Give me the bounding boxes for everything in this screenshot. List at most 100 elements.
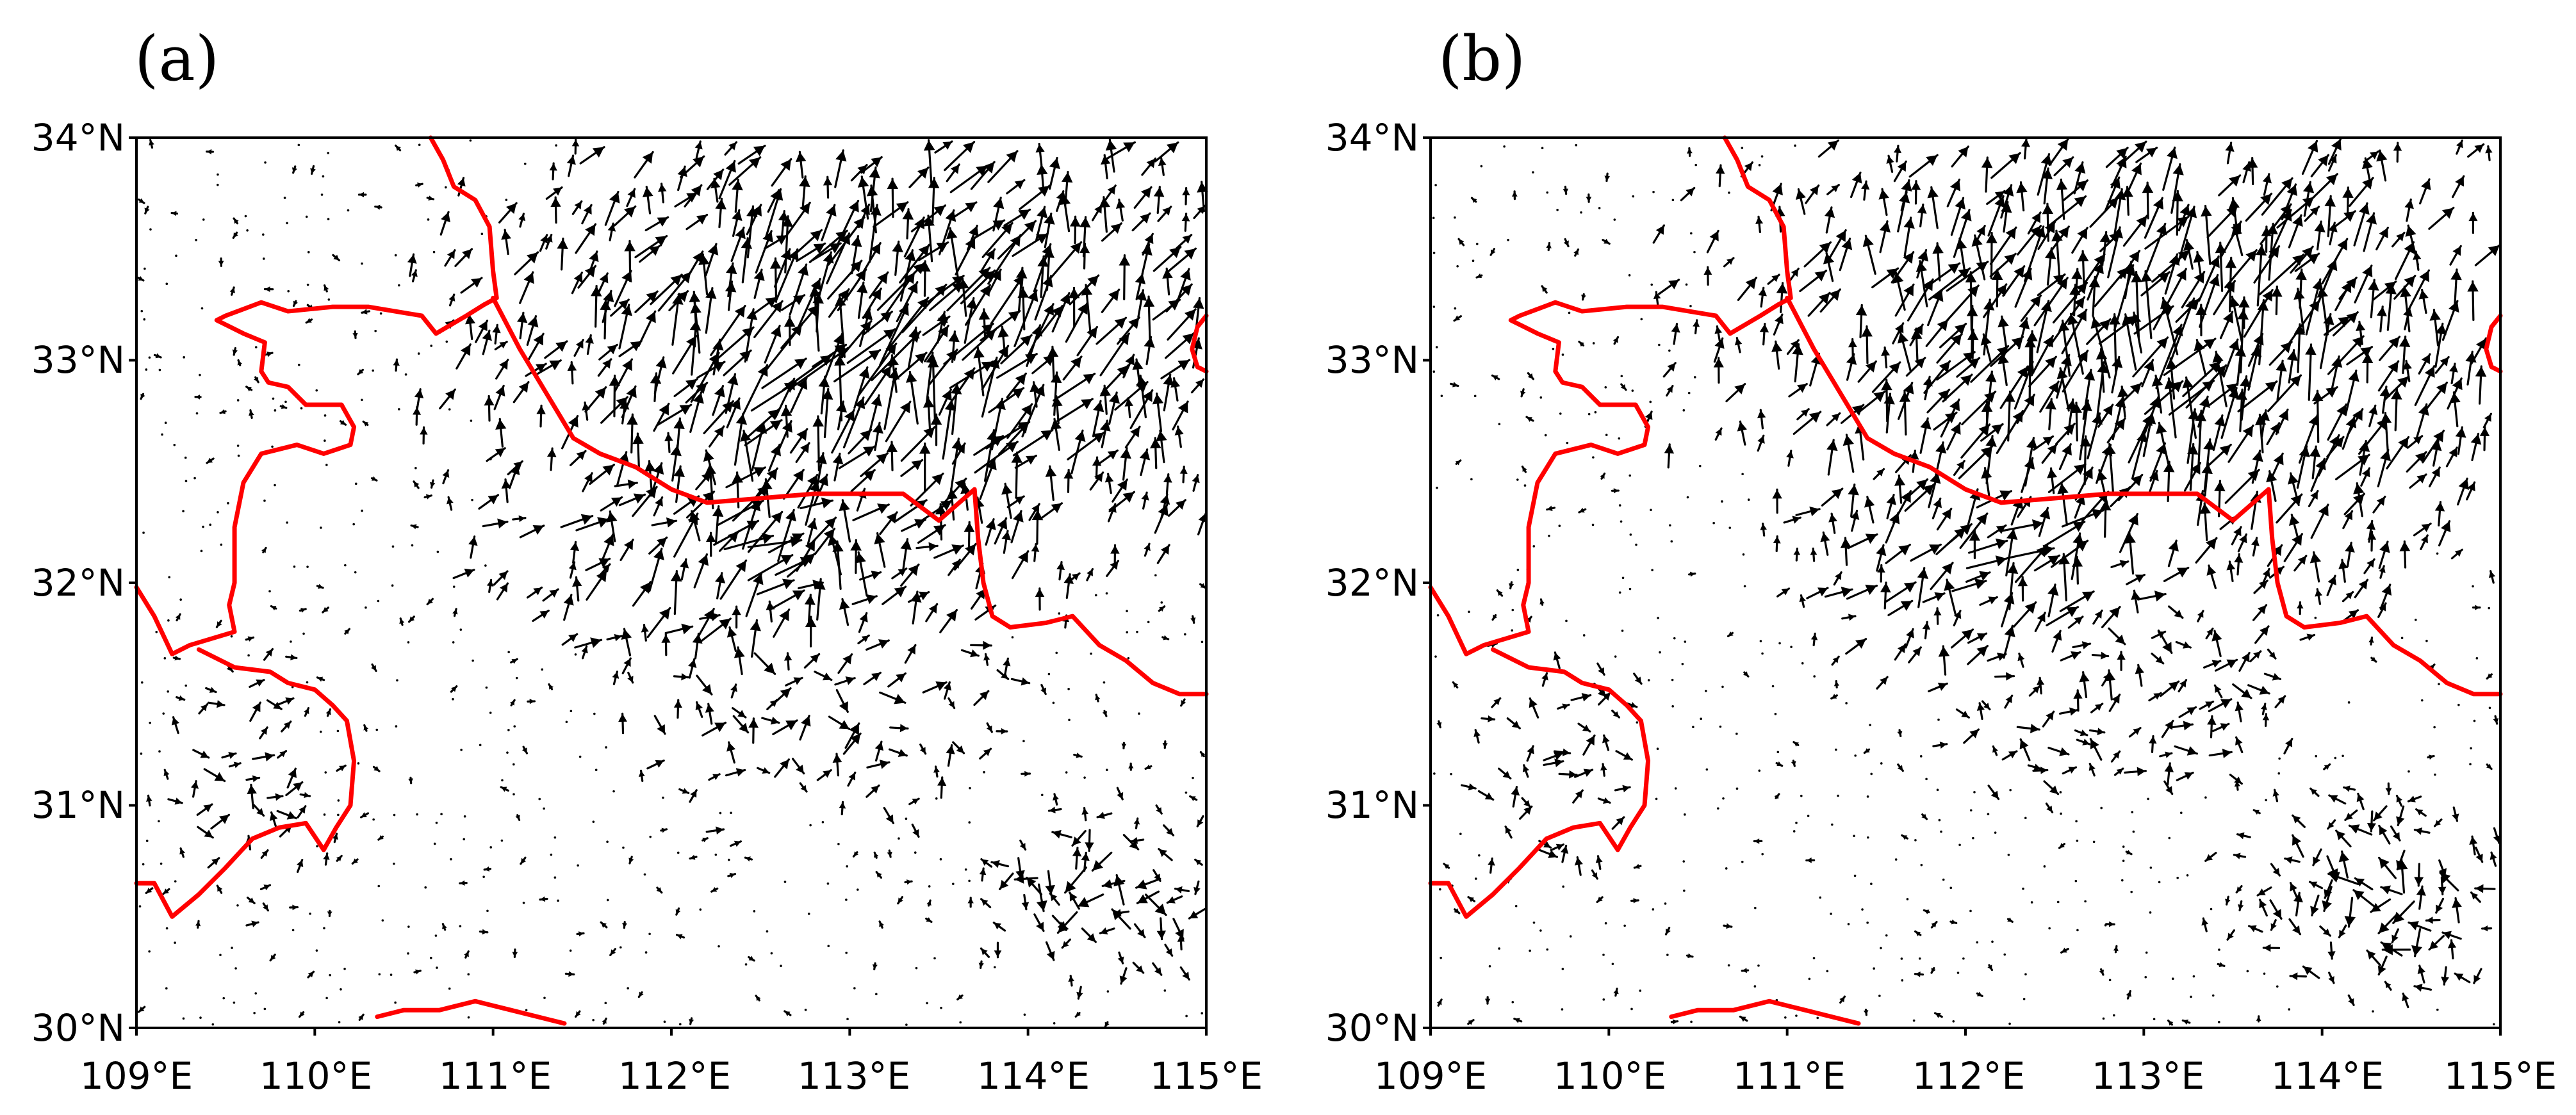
wind-vector: [1620, 375, 1623, 378]
wind-vector-dot: [452, 697, 454, 701]
wind-vector: [869, 166, 880, 213]
wind-vector-dot: [417, 352, 420, 355]
wind-vector-dot: [354, 571, 357, 574]
wind-vector: [1879, 220, 1891, 254]
wind-vector: [1036, 883, 1047, 913]
wind-vector: [1473, 395, 1477, 398]
wind-vector: [949, 164, 989, 193]
wind-vector: [1504, 826, 1513, 839]
wind-vector-head: [1061, 172, 1073, 183]
wind-vector: [1937, 719, 1940, 721]
wind-vector-dot: [846, 1018, 849, 1021]
wind-vector: [1172, 400, 1189, 431]
wind-vector-head: [1598, 667, 1605, 675]
wind-vector: [910, 472, 944, 507]
wind-vector-head: [411, 524, 417, 530]
wind-vector: [746, 204, 762, 236]
wind-vector-head: [596, 570, 607, 583]
wind-vector: [618, 493, 646, 507]
wind-vector-head: [945, 210, 956, 222]
wind-vector: [944, 141, 976, 172]
wind-vector-head: [501, 479, 511, 489]
wind-vector: [734, 412, 748, 466]
wind-vector: [372, 818, 375, 821]
wind-vector: [718, 159, 736, 200]
wind-vector: [433, 842, 436, 845]
wind-vector: [162, 888, 170, 895]
wind-vector-head: [1123, 142, 1135, 152]
wind-vector: [1795, 822, 1798, 824]
wind-vector-dot: [1686, 496, 1689, 499]
wind-vector: [482, 518, 509, 529]
wind-vector: [1845, 638, 1867, 655]
wind-vector-head: [641, 624, 649, 633]
wind-vector-dot: [1022, 740, 1025, 742]
wind-vector-head: [1529, 698, 1538, 708]
wind-vector: [832, 753, 842, 777]
wind-vector-head: [762, 231, 773, 243]
wind-vector-head: [874, 742, 884, 751]
wind-vector-head: [871, 395, 882, 407]
wind-vector: [371, 663, 377, 672]
wind-vector-dot: [928, 885, 931, 888]
wind-vector: [247, 783, 257, 810]
wind-vector: [1541, 285, 1548, 294]
wind-vector: [142, 863, 145, 866]
wind-vector-dot: [1794, 144, 1796, 147]
wind-vector-dot: [1700, 717, 1702, 720]
wind-vector: [1799, 270, 1828, 293]
wind-vector: [1647, 679, 1650, 681]
wind-vector-head: [735, 414, 748, 425]
wind-vector: [306, 566, 309, 568]
wind-vector: [1848, 338, 1857, 360]
wind-vector-head: [1436, 999, 1442, 1005]
wind-vector: [847, 771, 857, 787]
wind-vector: [1886, 494, 1896, 519]
wind-vector: [538, 797, 541, 801]
wind-vector-head: [923, 397, 935, 408]
wind-vector-head: [1153, 186, 1165, 197]
wind-vector: [1878, 188, 1889, 216]
wind-vector-head: [858, 367, 870, 379]
wind-vector-head: [1810, 548, 1817, 555]
wind-vector-dot: [435, 822, 438, 824]
wind-vector: [795, 442, 810, 463]
wind-vector-dot: [1068, 719, 1071, 721]
wind-vector: [753, 268, 765, 299]
wind-vector-head: [1087, 933, 1096, 942]
wind-vector-dot: [1532, 171, 1534, 174]
wind-vector: [245, 386, 253, 392]
wind-vector-head: [714, 386, 725, 398]
wind-vector: [329, 973, 331, 977]
wind-vector-head: [979, 868, 987, 875]
wind-vector: [220, 543, 223, 546]
wind-vector-head: [417, 182, 423, 188]
wind-vector-dot: [396, 679, 398, 682]
panel-b: (b) 30°N 31°N 32°N 33°N 34°N 109°E 110°E…: [1325, 23, 2557, 1098]
wind-vector-head: [518, 515, 525, 523]
wind-vector: [455, 343, 472, 370]
wind-vector: [985, 518, 996, 546]
wind-vector: [1520, 388, 1526, 398]
wind-vector: [1714, 325, 1723, 343]
wind-vector-head: [1745, 277, 1757, 289]
wind-vector: [284, 400, 287, 403]
wind-vector-dot: [158, 750, 161, 753]
wind-vector-head: [263, 904, 268, 911]
wind-vector: [1930, 967, 1936, 974]
wind-vector: [994, 517, 1008, 545]
wind-vector: [1582, 734, 1596, 756]
wind-vector: [361, 509, 363, 512]
wind-vector-dot: [853, 987, 856, 989]
wind-vector-head: [1573, 249, 1579, 256]
wind-vector: [755, 230, 773, 274]
wind-vector: [1869, 724, 1871, 726]
wind-vector-head: [1865, 533, 1877, 544]
wind-vector: [1914, 971, 1924, 977]
wind-vector-dot: [1628, 587, 1632, 590]
wind-vector-head: [206, 149, 212, 155]
wind-vector: [336, 764, 347, 772]
wind-vector: [1892, 322, 1905, 345]
wind-vector-head: [887, 179, 899, 190]
wind-vector-head: [1645, 411, 1653, 420]
